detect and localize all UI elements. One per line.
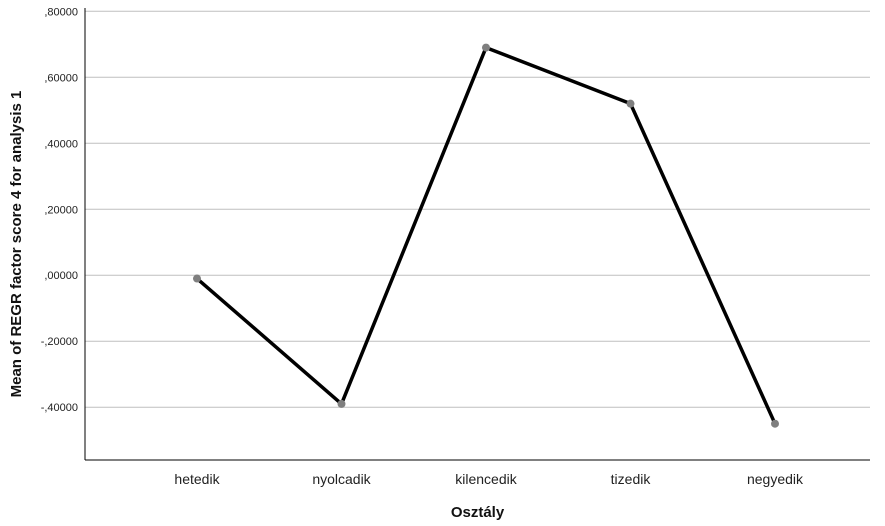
y-tick-label: -,20000 [41, 336, 78, 348]
data-point [193, 274, 201, 283]
x-axis-title: Osztály [451, 504, 505, 521]
y-tick-label: ,40000 [44, 138, 78, 150]
data-point [482, 43, 490, 52]
y-tick-labels: ,80000 ,60000 ,40000 ,20000 ,00000 -,20000 -,4… [41, 6, 78, 414]
series-line [195, 45, 777, 425]
series-layer [193, 43, 779, 428]
y-tick-label: ,60000 [44, 72, 78, 84]
x-tick-label: nyolcadik [312, 471, 371, 487]
grid-lines [85, 10, 870, 408]
y-tick-label: ,20000 [44, 204, 78, 216]
x-tick-label: tizedik [611, 471, 652, 487]
x-tick-label: hetedik [174, 471, 220, 487]
y-tick-label: ,00000 [44, 270, 78, 282]
y-tick-label: -,40000 [41, 402, 78, 414]
x-tick-labels: hetedik nyolcadik kilencedik tizedik negyedi… [174, 471, 804, 487]
y-tick-label: ,80000 [44, 6, 78, 18]
data-point [626, 99, 635, 108]
data-point [771, 419, 779, 428]
x-tick-label: kilencedik [455, 471, 517, 487]
y-axis-title: Mean of REGR factor score 4 for analysis… [8, 91, 25, 398]
x-tick-label: negyedik [747, 471, 804, 487]
data-point [337, 399, 346, 408]
